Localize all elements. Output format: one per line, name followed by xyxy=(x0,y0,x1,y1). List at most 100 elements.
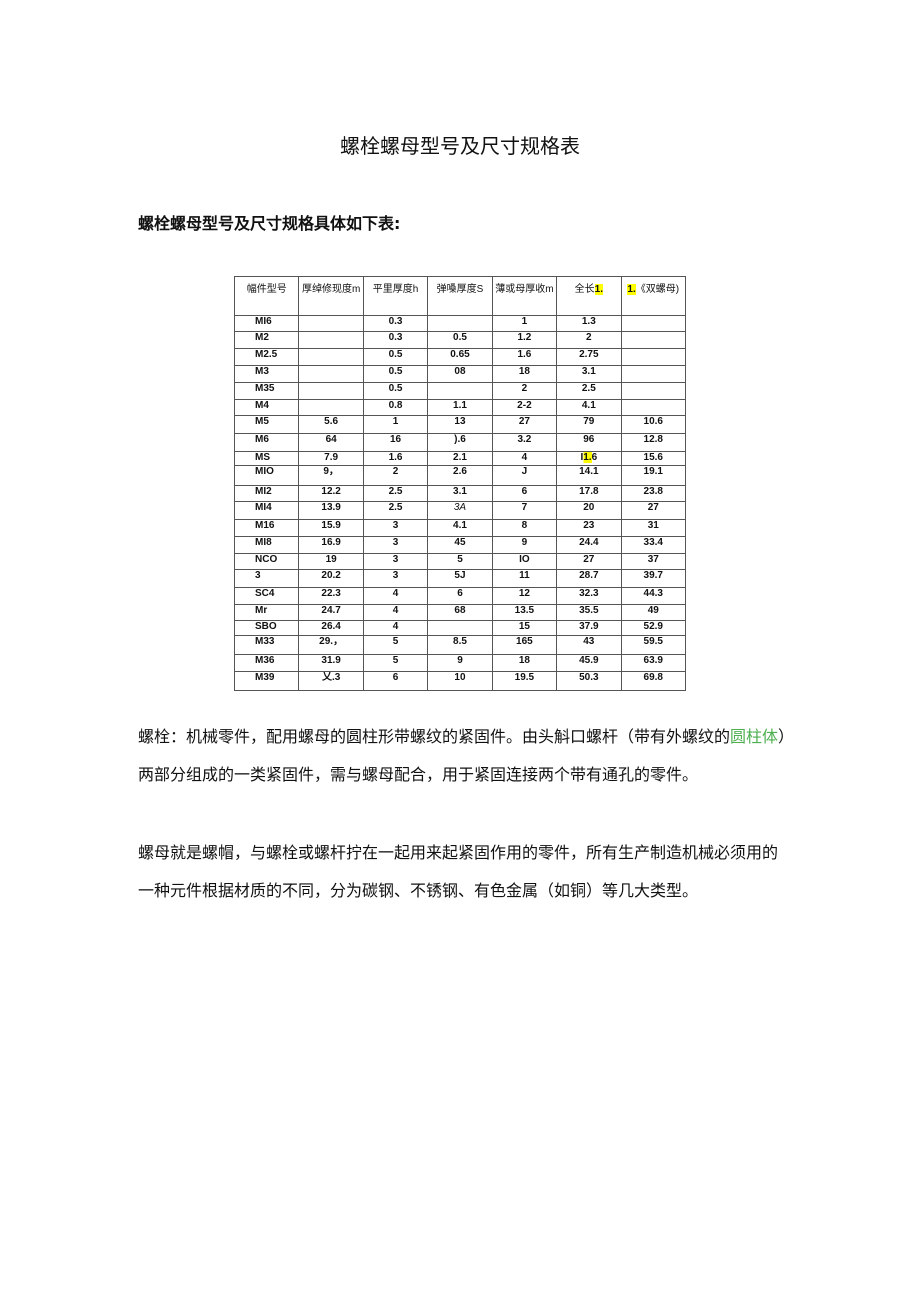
table-row: MI4 13.9 2.5 3A 7 20 27 xyxy=(233,501,687,520)
table-cell: 69.8 xyxy=(620,671,687,691)
table-row: MS 7.9 1.6 2.1 4 I1.6 15.6 xyxy=(233,451,687,466)
paragraph-bolt: 螺栓：机械零件，配用螺母的圆柱形带螺纹的紧固件。由头斛口螺杆（带有外螺纹的圆柱体… xyxy=(138,718,788,794)
table-cell: M39 xyxy=(233,671,300,691)
table-cell: 96 xyxy=(556,433,622,452)
table-cell: 1.6 xyxy=(491,348,558,366)
table-cell: 2-2 xyxy=(491,399,558,416)
table-cell: M2.5 xyxy=(233,348,300,366)
table-cell xyxy=(298,365,364,383)
table-cell: 24.7 xyxy=(298,604,364,621)
table-cell: 4.1 xyxy=(427,519,493,537)
table-cell: 20.2 xyxy=(298,569,364,588)
header-cell: 1.《双螺母) xyxy=(620,276,687,316)
table-cell: 9， xyxy=(298,465,364,486)
table-cell: 08 xyxy=(427,365,493,383)
table-cell: 29.， xyxy=(298,635,364,655)
table-cell: 3 xyxy=(362,536,429,554)
table-row: MI6 0.3 1 1.3 xyxy=(233,315,687,332)
table-cell: 18 xyxy=(491,365,558,383)
table-cell: MIO xyxy=(233,465,300,486)
table-cell: 6 xyxy=(491,485,558,502)
table-row: M39 乂.3 6 10 19.5 50.3 69.8 xyxy=(233,671,687,691)
table-row: M2 0.3 0.5 1.2 2 xyxy=(233,331,687,349)
table-cell: 49 xyxy=(620,604,687,621)
table-row: SBO 26.4 4 15 37.9 52.9 xyxy=(233,620,687,636)
table-cell: 3.2 xyxy=(491,433,558,452)
table-cell: 3 xyxy=(362,519,429,537)
paragraph-nut: 螺母就是螺帽，与螺栓或螺杆拧在一起用来起紧固作用的零件，所有生产制造机械必须用的… xyxy=(138,843,779,900)
table-cell: 26.4 xyxy=(298,620,364,636)
table-cell: 4 xyxy=(362,587,429,605)
table-cell: 5 xyxy=(427,553,493,570)
cylinder-link[interactable]: 圆柱体 xyxy=(730,727,779,746)
table-cell: 28.7 xyxy=(556,569,622,588)
table-cell: 44.3 xyxy=(620,587,687,605)
table-cell xyxy=(298,348,364,366)
table-cell: 2 xyxy=(362,465,429,486)
table-cell: 23 xyxy=(556,519,622,537)
table-cell: 3.1 xyxy=(427,485,493,502)
table-row: MIO 9， 2 2.6 J 14.1 19.1 xyxy=(233,465,687,486)
table-cell: 16 xyxy=(362,433,429,452)
table-cell: 27 xyxy=(556,553,622,570)
table-row: M6 64 16).6 3.2 96 12.8 xyxy=(233,433,687,452)
header-cell: 全长1. xyxy=(556,276,622,316)
table-cell: 14.1 xyxy=(556,465,622,486)
table-row: NCO 19 3 5 IO 27 37 xyxy=(233,553,687,570)
table-cell: 15 xyxy=(491,620,558,636)
header-cell: 薄或母厚收m xyxy=(491,276,558,316)
header-cell: 厚绰修现度m xyxy=(298,276,364,316)
section-subtitle: 螺栓螺母型号及尺寸规格具体如下表: xyxy=(138,214,401,233)
table-cell: MI4 xyxy=(233,501,300,520)
table-cell xyxy=(620,365,687,383)
table-cell: M6 xyxy=(233,433,300,452)
table-cell: 0.65 xyxy=(427,348,493,366)
table-cell: 59.5 xyxy=(620,635,687,655)
table-cell: NCO xyxy=(233,553,300,570)
table-cell: 2.5 xyxy=(362,501,429,520)
table-cell: 8.5 xyxy=(427,635,493,655)
table-cell: 5.6 xyxy=(298,415,364,434)
table-cell: 16.9 xyxy=(298,536,364,554)
table-cell: 3.1 xyxy=(556,365,622,383)
table-cell: 32.3 xyxy=(556,587,622,605)
table-cell: 5J xyxy=(427,569,493,588)
table-cell: M4 xyxy=(233,399,300,416)
table-cell xyxy=(620,348,687,366)
table-cell: 12.8 xyxy=(620,433,687,452)
table-cell: 10.6 xyxy=(620,415,687,434)
table-cell xyxy=(620,382,687,400)
table-cell: Mr xyxy=(233,604,300,621)
table-cell: 1.2 xyxy=(491,331,558,349)
paragraph-text: 螺栓：机械零件，配用螺母的圆柱形带螺纹的紧固件。由头斛口螺杆（带有外螺纹的 xyxy=(138,727,731,746)
table-cell: 2.5 xyxy=(556,382,622,400)
table-cell: 3 xyxy=(233,569,300,588)
table-cell: 9 xyxy=(427,654,493,672)
table-cell: 0.3 xyxy=(362,315,429,332)
table-cell: 6 xyxy=(427,587,493,605)
table-cell: 5 xyxy=(362,654,429,672)
table-cell: M2 xyxy=(233,331,300,349)
table-cell: 0.5 xyxy=(362,365,429,383)
table-row: M4 0.8 1.1 2-2 4.1 xyxy=(233,399,687,416)
table-cell: SBO xyxy=(233,620,300,636)
highlight: 1. xyxy=(594,284,603,295)
table-cell: M36 xyxy=(233,654,300,672)
table-cell: 50.3 xyxy=(556,671,622,691)
table-cell: 4 xyxy=(362,604,429,621)
table-cell: 17.8 xyxy=(556,485,622,502)
table-cell: 0.5 xyxy=(427,331,493,349)
table-cell: 0.5 xyxy=(362,382,429,400)
table-cell: MS xyxy=(233,451,300,466)
table-cell: 12.2 xyxy=(298,485,364,502)
table-cell: 1.1 xyxy=(427,399,493,416)
table-cell xyxy=(298,399,364,416)
table-cell: 10 xyxy=(427,671,493,691)
table-cell: 13.5 xyxy=(491,604,558,621)
table-cell: 2.6 xyxy=(427,465,493,486)
table-row: M16 15.9 3 4.1 8 23 31 xyxy=(233,519,687,537)
table-cell: 63.9 xyxy=(620,654,687,672)
table-cell: 13 xyxy=(427,415,493,434)
table-cell: 27 xyxy=(491,415,558,434)
table-cell: SC4 xyxy=(233,587,300,605)
